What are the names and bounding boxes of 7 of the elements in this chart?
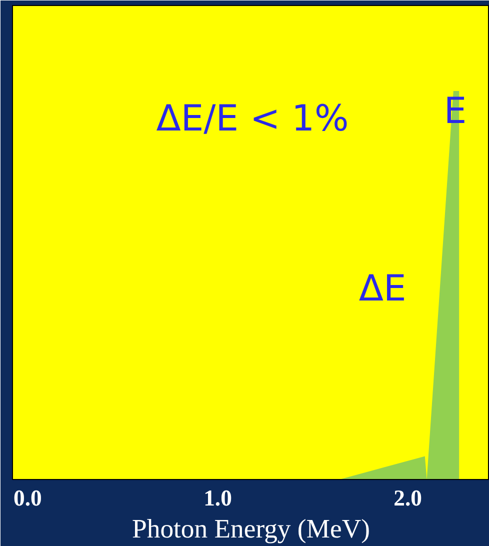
x-tick-label: 0.0 (14, 486, 42, 510)
annotation: E (444, 90, 467, 132)
x-axis-title: Photon Energy (MeV) (132, 514, 370, 544)
x-tick-label: 1.0 (204, 486, 232, 510)
annotation: ΔE/E < 1% (156, 98, 349, 140)
x-tick-label: 2.0 (394, 486, 422, 510)
annotation: ΔE (358, 268, 406, 310)
